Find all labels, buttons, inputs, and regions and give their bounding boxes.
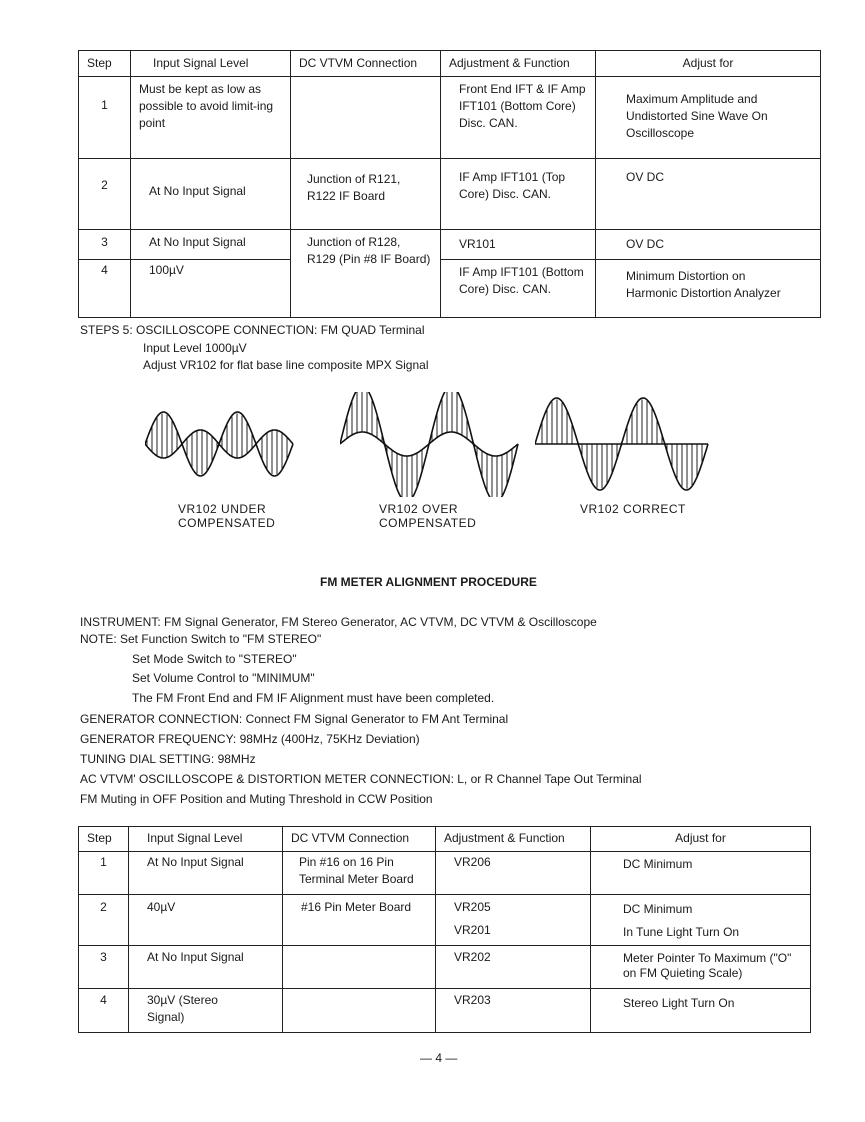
input-level: At No Input Signal <box>130 229 291 260</box>
table-header-row: Step Input Signal Level DC VTVM Connecti… <box>78 826 811 852</box>
input-level: At No Input Signal <box>128 945 283 989</box>
dc-connection: Pin #16 on 16 Pin Terminal Meter Board <box>282 851 436 895</box>
step: 4 <box>78 259 131 318</box>
adjust-for-secondary: In Tune Light Turn On <box>623 925 740 939</box>
instruction-line: INSTRUMENT: FM Signal Generator, FM Ster… <box>80 615 597 629</box>
instruction-line: Set Mode Switch to "STEREO" <box>132 652 297 666</box>
header-adj: Adjustment & Function <box>440 50 596 77</box>
table-row: 3 At No Input Signal VR202 Meter Pointer… <box>78 945 811 989</box>
header-adj: Adjustment & Function <box>435 826 591 852</box>
table-row: 1 Must be kept as low as possible to avo… <box>78 76 821 159</box>
table-row: 2 At No Input Signal Junction of R121, R… <box>78 158 821 230</box>
adjust-for: OV DC <box>595 158 821 230</box>
adjust-for: OV DC <box>595 229 821 260</box>
header-step: Step <box>78 50 131 77</box>
dc-connection <box>282 988 436 1033</box>
dc-connection: #16 Pin Meter Board <box>282 894 436 946</box>
instruction-line: GENERATOR FREQUENCY: 98MHz (400Hz, 75KHz… <box>80 732 420 746</box>
adjust-for: Meter Pointer To Maximum ("O" on FM Quie… <box>590 945 811 989</box>
if-alignment-table: Step Input Signal Level DC VTVM Connecti… <box>78 50 821 318</box>
adjust-for: Maximum Amplitude and Undistorted Sine W… <box>595 76 821 159</box>
adjust-for-primary: DC Minimum <box>623 902 693 916</box>
header-for: Adjust for <box>595 50 821 77</box>
header-step: Step <box>78 826 129 852</box>
step: 1 <box>78 76 131 159</box>
instruction-line: FM Muting in OFF Position and Muting Thr… <box>80 792 433 806</box>
table-row: 4 30µV (Stereo Signal) VR203 Stereo Ligh… <box>78 988 811 1033</box>
adjustment-secondary: VR201 <box>454 923 491 937</box>
table-row: 1 At No Input Signal Pin #16 on 16 Pin T… <box>78 851 811 895</box>
adjustment: IF Amp IFT101 (Top Core) Disc. CAN. <box>440 158 596 230</box>
dc-connection: Junction of R128, R129 (Pin #8 IF Board) <box>290 229 441 318</box>
input-level: 100µV <box>130 259 291 318</box>
step: 3 <box>78 229 131 260</box>
waveform-envelope <box>535 443 709 491</box>
adjustment: VR203 <box>435 988 591 1033</box>
instruction-line: Set Volume Control to "MINIMUM" <box>132 671 315 685</box>
input-level: 30µV (Stereo Signal) <box>128 988 283 1033</box>
input-level: At No Input Signal <box>130 158 291 230</box>
adjust-for: DC Minimum In Tune Light Turn On <box>590 894 811 946</box>
waveform-under-compensated <box>145 411 294 477</box>
input-level: 40µV <box>128 894 283 946</box>
fm-meter-table: Step Input Signal Level DC VTVM Connecti… <box>78 826 811 1033</box>
header-dc: DC VTVM Connection <box>282 826 436 852</box>
adjustment: Front End IFT & IF Amp IFT101 (Bottom Co… <box>440 76 596 159</box>
input-level: Must be kept as low as possible to avoid… <box>130 76 291 159</box>
step: 2 <box>78 894 129 946</box>
table-row: 3 At No Input Signal Junction of R128, R… <box>78 229 821 318</box>
step: 1 <box>78 851 129 895</box>
waveform-label: VR102 UNDER COMPENSATED <box>178 502 276 530</box>
step: 2 <box>78 158 131 230</box>
input-level: At No Input Signal <box>128 851 283 895</box>
adjustment: VR206 <box>435 851 591 895</box>
instruction-line: TUNING DIAL SETTING: 98MHz <box>80 752 256 766</box>
adjustment: VR205 VR201 <box>435 894 591 946</box>
step: 4 <box>78 988 129 1033</box>
waveform-envelope <box>340 431 519 497</box>
steps5-line3: Adjust VR102 for flat base line composit… <box>143 358 429 372</box>
waveform-label: VR102 OVER COMPENSATED <box>379 502 477 530</box>
adjustment: IF Amp IFT101 (Bottom Core) Disc. CAN. <box>440 259 596 318</box>
header-input: Input Signal Level <box>130 50 291 77</box>
adjust-for: Minimum Distortion on Harmonic Distortio… <box>595 259 821 318</box>
instruction-line: NOTE: Set Function Switch to "FM STEREO" <box>80 632 322 646</box>
waveform-label: VR102 CORRECT <box>580 502 686 516</box>
steps5-line1: STEPS 5: OSCILLOSCOPE CONNECTION: FM QUA… <box>80 323 425 337</box>
table-header-row: Step Input Signal Level DC VTVM Connecti… <box>78 50 821 77</box>
adjust-for: Stereo Light Turn On <box>590 988 811 1033</box>
waveform-envelope <box>145 442 294 477</box>
table-row: 2 40µV #16 Pin Meter Board VR205 VR201 DC… <box>78 894 811 946</box>
header-dc: DC VTVM Connection <box>290 50 441 77</box>
header-for: Adjust for <box>590 826 811 852</box>
instruction-line: The FM Front End and FM IF Alignment mus… <box>132 691 495 705</box>
instruction-line: GENERATOR CONNECTION: Connect FM Signal … <box>80 712 509 726</box>
adjust-for: DC Minimum <box>590 851 811 895</box>
instruction-line: AC VTVM' OSCILLOSCOPE & DISTORTION METER… <box>80 772 642 786</box>
header-input: Input Signal Level <box>128 826 283 852</box>
dc-connection <box>282 945 436 989</box>
dc-connection: Junction of R121, R122 IF Board <box>290 158 441 230</box>
waveform-over-compensated <box>340 392 519 497</box>
steps5-line2: Input Level 1000µV <box>143 341 247 355</box>
table-row: 4 100µV IF Amp IFT101 (Bottom Core) Disc… <box>78 259 821 318</box>
step: 3 <box>78 945 129 989</box>
adjustment: VR101 <box>440 229 596 260</box>
adjustment: VR202 <box>435 945 591 989</box>
section-title: FM METER ALIGNMENT PROCEDURE <box>320 575 537 589</box>
adjustment-primary: VR205 <box>454 900 491 914</box>
page-number: — 4 — <box>420 1051 458 1065</box>
dc-connection <box>290 76 441 159</box>
waveform-correct <box>535 397 709 491</box>
waveform-envelope <box>535 397 708 445</box>
